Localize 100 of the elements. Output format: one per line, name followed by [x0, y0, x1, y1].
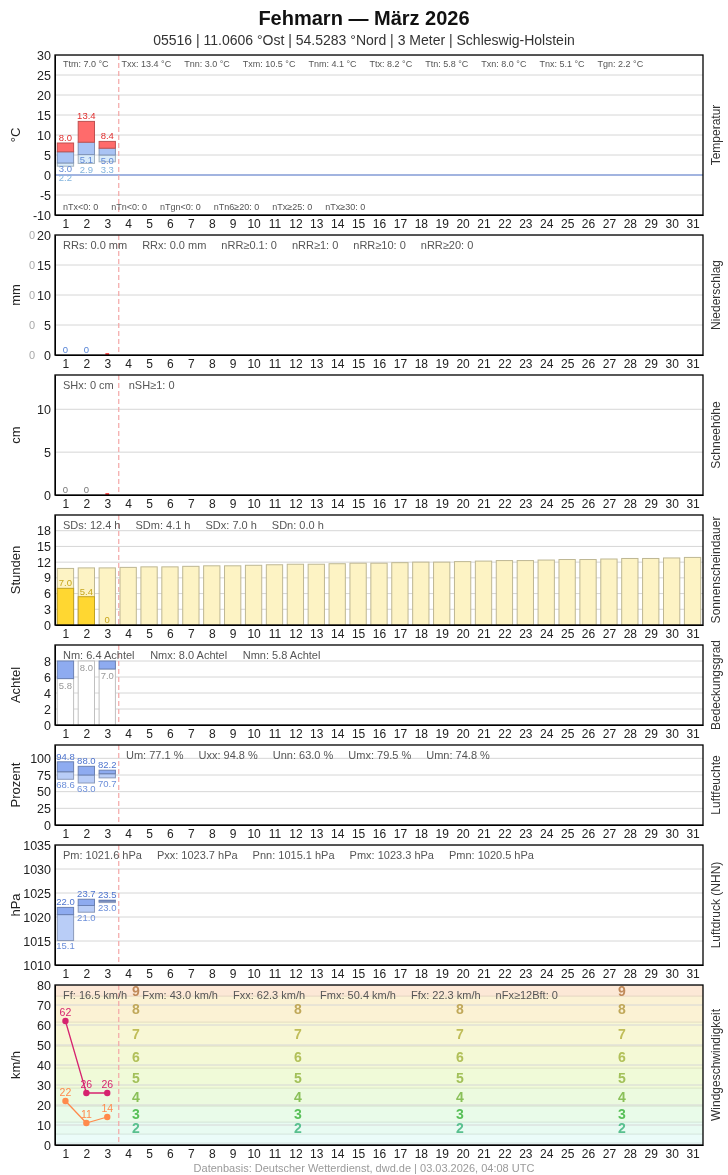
y-tick-label: 20 [37, 1098, 52, 1113]
annotation: Nmn: 5.8 Achtel [242, 649, 321, 661]
x-tick-label: 28 [623, 496, 638, 511]
x-tick-label: 17 [393, 1146, 408, 1161]
x-tick-label: 14 [331, 626, 345, 641]
x-tick-label: 12 [289, 356, 303, 371]
y-tick-label: 6 [44, 587, 52, 602]
x-tick-label: 22 [498, 826, 512, 841]
x-tick-label: 19 [435, 496, 450, 511]
x-tick-label: 23 [519, 1146, 533, 1161]
x-tick-label: 28 [623, 1146, 638, 1161]
x-tick-label: 2 [83, 1146, 91, 1161]
y-tick-label: 10 [37, 402, 52, 417]
x-tick-label: 18 [414, 826, 429, 841]
x-tick-label: 31 [686, 496, 701, 511]
data-label: 22 [59, 1086, 72, 1098]
x-tick-label: 7 [188, 966, 196, 981]
x-tick-label: 12 [289, 826, 303, 841]
x-tick-label: 14 [331, 826, 345, 841]
x-tick-label: 11 [268, 626, 282, 641]
x-tick-label: 2 [83, 216, 91, 231]
annotation: nRR≥0.1: 0 [221, 239, 277, 251]
x-tick-label: 29 [644, 966, 659, 981]
annotation: nTn<0: 0 [111, 202, 148, 212]
x-tick-label: 31 [686, 626, 701, 641]
x-tick-label: 5 [146, 496, 154, 511]
x-tick-label: 21 [477, 726, 492, 741]
data-label: 0 [62, 344, 69, 355]
annotation: nRR≥10: 0 [353, 239, 406, 251]
x-tick-label: 15 [351, 966, 366, 981]
x-tick-label: 24 [540, 626, 554, 641]
x-tick-label: 2 [83, 966, 91, 981]
y-tick-label: 1025 [23, 886, 52, 901]
y-tick-label: 60 [37, 1018, 52, 1033]
chart-title: Fehmarn — März 2026 [258, 7, 470, 29]
x-tick-label: 21 [477, 1146, 492, 1161]
x-tick-label: 17 [393, 496, 408, 511]
x-tick-label: 21 [477, 626, 492, 641]
text: 3 [456, 1106, 464, 1123]
x-tick-label: 19 [435, 216, 450, 231]
x-tick-label: 14 [331, 356, 345, 371]
x-tick-label: 20 [456, 216, 471, 231]
x-tick-label: 9 [229, 356, 237, 371]
x-tick-label: 29 [644, 826, 659, 841]
x-tick-label: 1 [62, 966, 70, 981]
annotation: 23.7 [77, 888, 96, 900]
y-tick-label: 80 [37, 978, 52, 993]
text: 7 [618, 1026, 626, 1043]
x-tick-label: 11 [268, 826, 282, 841]
annotation: Tgn: 2.2 °C [597, 59, 644, 69]
x-tick-label: 10 [247, 216, 262, 231]
x-tick-label: 21 [477, 356, 492, 371]
x-tick-label: 16 [372, 216, 387, 231]
annotation: SDx: 7.0 h [205, 519, 257, 531]
text: 8 [618, 1001, 626, 1018]
x-tick-label: 27 [602, 826, 617, 841]
y-tick-label: 70 [37, 998, 52, 1013]
y-tick-label: 4 [44, 686, 52, 701]
x-tick-label: 30 [665, 966, 680, 981]
x-tick-label: 27 [602, 626, 617, 641]
x-tick-label: 6 [167, 1146, 175, 1161]
text: 2 [456, 1120, 464, 1137]
x-tick-label: 28 [623, 356, 638, 371]
y-axis-title: °C [7, 127, 23, 143]
annotation: RRx: 0.0 mm [142, 239, 207, 251]
y-tick-label: 30 [37, 1078, 52, 1093]
x-tick-label: 24 [540, 966, 554, 981]
x-tick-label: 8 [208, 826, 216, 841]
annotation: SDn: 0.0 h [271, 519, 324, 531]
x-tick-label: 1 [62, 496, 70, 511]
x-tick-label: 22 [498, 496, 512, 511]
x-tick-label: 22 [498, 626, 512, 641]
x-tick-label: 9 [229, 826, 237, 841]
x-tick-label: 26 [581, 496, 596, 511]
y-tick-label: 25 [37, 801, 52, 816]
y-tick-label: 5 [44, 148, 52, 163]
annotation: Txn: 8.0 °C [481, 59, 527, 69]
x-tick-label: 12 [289, 966, 303, 981]
x-tick-label: 13 [310, 726, 324, 741]
x-tick-label: 10 [247, 496, 262, 511]
y-tick-label: 9 [44, 571, 52, 586]
text: 4 [294, 1089, 302, 1106]
annotation: 70.7 [98, 777, 117, 789]
x-tick-label: 8 [208, 1146, 216, 1161]
data-label: 0 [83, 484, 89, 495]
annotation: Txx: 13.4 °C [121, 59, 172, 69]
x-tick-label: 13 [310, 356, 324, 371]
x-tick-label: 7 [188, 216, 196, 231]
annotation: Fxm: 43.0 km/h [142, 989, 218, 1001]
annotation: nTx≥25: 0 [272, 202, 313, 212]
x-tick-label: 28 [623, 626, 638, 641]
x-tick-label: 26 [581, 1146, 596, 1161]
y-tick-label: 0 [44, 488, 52, 503]
x-tick-label: 2 [83, 356, 91, 371]
x-tick-label: 19 [435, 726, 450, 741]
annotation: Nm: 6.4 Achtel [63, 649, 135, 661]
y-tick-label: 1015 [23, 934, 52, 949]
text: 6 [456, 1049, 464, 1066]
y-axis-title: km/h [7, 1050, 23, 1080]
y-tick-label: 6 [44, 670, 52, 685]
